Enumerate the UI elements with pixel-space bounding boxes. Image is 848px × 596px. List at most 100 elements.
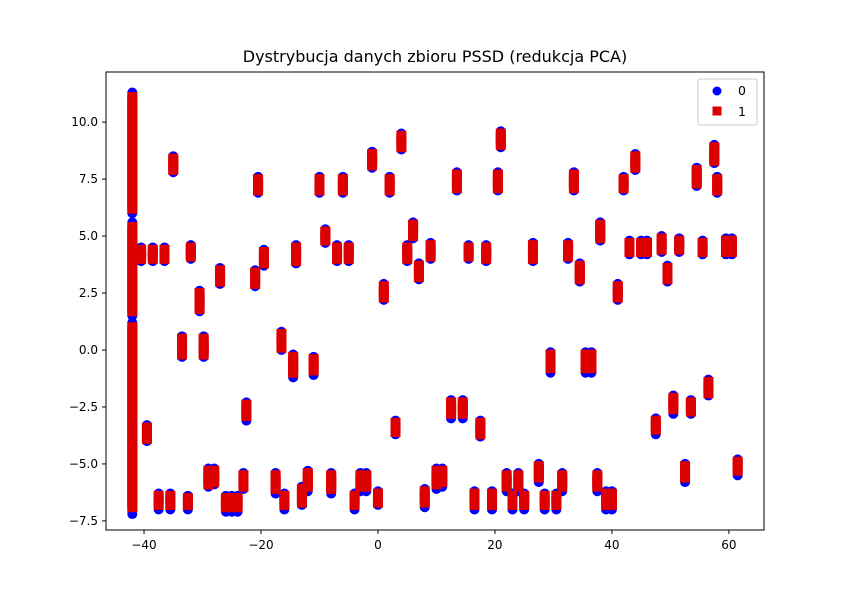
data-point bbox=[159, 244, 170, 255]
y-tick-label: 0.0 bbox=[79, 343, 98, 357]
point-cluster bbox=[425, 240, 436, 262]
point-cluster bbox=[279, 490, 290, 510]
point-cluster bbox=[127, 322, 138, 513]
point-cluster bbox=[308, 354, 319, 376]
point-cluster bbox=[586, 349, 597, 374]
data-point bbox=[258, 247, 269, 258]
point-cluster bbox=[198, 333, 209, 360]
data-point bbox=[127, 92, 138, 103]
point-cluster bbox=[396, 130, 407, 153]
plot-frame bbox=[105, 71, 765, 531]
point-cluster bbox=[703, 376, 714, 399]
point-cluster bbox=[680, 461, 691, 483]
point-cluster bbox=[182, 493, 193, 510]
point-cluster bbox=[519, 490, 530, 510]
point-cluster bbox=[563, 240, 574, 262]
point-cluster bbox=[258, 247, 269, 269]
data-point bbox=[703, 376, 714, 387]
x-tick-label: 40 bbox=[604, 538, 619, 552]
point-cluster bbox=[320, 226, 331, 246]
point-cluster bbox=[431, 465, 442, 490]
chart-title: Dystrybucja danych zbioru PSSD (redukcja… bbox=[243, 47, 627, 66]
data-point bbox=[215, 265, 226, 276]
data-point bbox=[680, 461, 691, 472]
data-point bbox=[349, 490, 360, 501]
y-tick-label: 2.5 bbox=[79, 286, 98, 300]
point-cluster bbox=[612, 281, 623, 303]
data-point bbox=[618, 174, 629, 185]
point-cluster bbox=[343, 242, 354, 264]
data-point bbox=[165, 490, 176, 501]
point-cluster bbox=[457, 397, 468, 419]
point-cluster bbox=[127, 92, 138, 214]
point-cluster bbox=[487, 488, 498, 510]
data-point bbox=[697, 237, 708, 248]
point-cluster bbox=[533, 461, 544, 483]
data-point bbox=[563, 240, 574, 251]
point-cluster bbox=[557, 470, 568, 492]
y-axis: −7.5 −5.0 −2.5 0.0 2.5 5.0 7.5 10.0 bbox=[69, 115, 106, 528]
point-cluster bbox=[390, 417, 401, 438]
data-point bbox=[372, 488, 383, 499]
point-cluster bbox=[291, 242, 302, 267]
point-cluster bbox=[215, 265, 226, 287]
legend-box bbox=[697, 78, 758, 126]
data-point bbox=[533, 461, 544, 472]
data-point bbox=[270, 470, 281, 481]
point-cluster bbox=[618, 174, 629, 194]
data-point bbox=[384, 174, 395, 185]
point-cluster bbox=[203, 465, 214, 490]
data-point bbox=[136, 244, 147, 255]
data-point bbox=[519, 490, 530, 501]
data-point bbox=[580, 349, 591, 360]
point-cluster bbox=[709, 142, 720, 166]
point-cluster bbox=[726, 235, 737, 258]
data-point bbox=[545, 349, 556, 360]
data-point bbox=[320, 226, 331, 237]
data-point bbox=[194, 288, 205, 299]
point-cluster bbox=[495, 128, 506, 150]
point-cluster bbox=[463, 242, 474, 262]
point-cluster bbox=[492, 169, 503, 194]
point-cluster bbox=[475, 417, 486, 440]
data-point bbox=[709, 142, 720, 153]
point-cluster bbox=[419, 486, 430, 508]
data-point bbox=[241, 399, 252, 410]
point-cluster bbox=[276, 329, 287, 353]
point-cluster bbox=[232, 493, 243, 513]
point-cluster bbox=[194, 288, 205, 314]
data-point bbox=[446, 397, 457, 408]
point-cluster bbox=[668, 392, 679, 415]
data-point bbox=[685, 397, 696, 408]
data-point bbox=[378, 281, 389, 292]
point-cluster bbox=[697, 237, 708, 258]
point-cluster bbox=[326, 470, 337, 494]
data-point bbox=[337, 174, 348, 185]
data-point bbox=[232, 493, 243, 504]
data-point bbox=[367, 149, 378, 160]
point-cluster bbox=[372, 488, 383, 508]
data-point bbox=[141, 422, 152, 433]
data-point bbox=[296, 483, 307, 494]
point-cluster bbox=[413, 260, 424, 283]
point-cluster bbox=[361, 470, 372, 492]
point-cluster bbox=[165, 490, 176, 510]
data-point bbox=[595, 219, 606, 230]
data-point bbox=[586, 349, 597, 360]
point-cluster bbox=[253, 174, 264, 196]
data-point bbox=[642, 237, 653, 248]
point-cluster bbox=[127, 221, 138, 317]
data-point bbox=[475, 417, 486, 428]
data-point bbox=[568, 169, 579, 180]
point-cluster bbox=[481, 242, 492, 264]
point-cluster bbox=[580, 349, 591, 374]
y-tick-label: −2.5 bbox=[69, 400, 98, 414]
point-cluster bbox=[527, 240, 538, 264]
data-point bbox=[726, 235, 737, 246]
point-cluster bbox=[501, 470, 512, 492]
data-point bbox=[601, 488, 612, 499]
point-cluster bbox=[437, 465, 448, 488]
data-point bbox=[656, 233, 667, 244]
data-point bbox=[402, 242, 413, 253]
y-tick-label: 10.0 bbox=[71, 115, 98, 129]
